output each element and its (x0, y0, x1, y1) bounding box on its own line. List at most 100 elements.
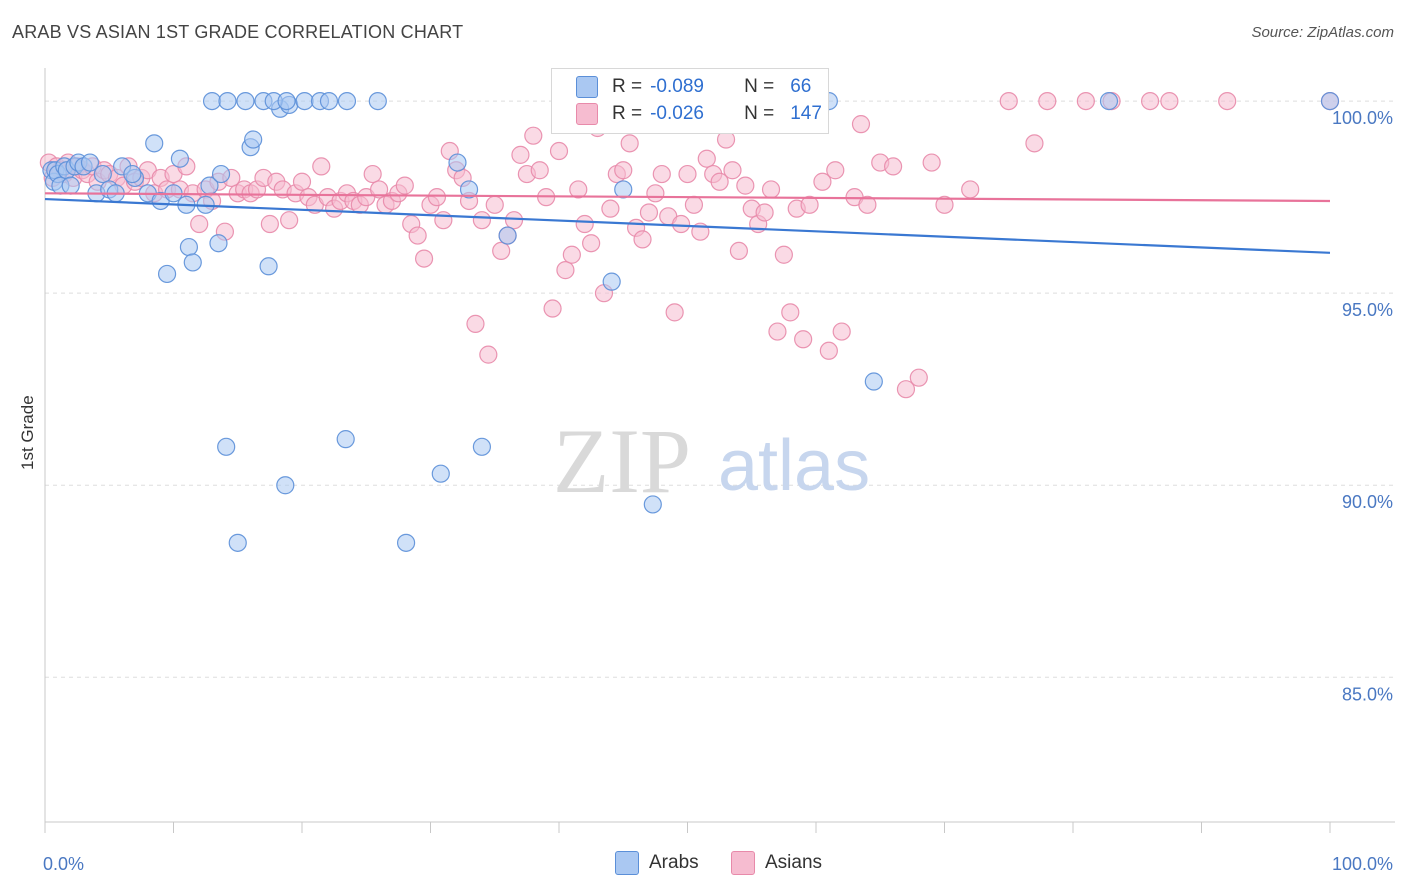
arab-point (259, 257, 278, 276)
asian-point (511, 145, 530, 164)
asian-point (395, 176, 414, 195)
arab-point (218, 91, 237, 111)
asian-point (492, 241, 511, 261)
legend-item-asians: Asians (731, 851, 822, 875)
asian-point (935, 195, 954, 214)
legend-item-arabs: Arabs (615, 851, 699, 875)
legend-row-arabs: R = -0.089 N = 66 (576, 74, 811, 100)
arab-point (217, 437, 236, 456)
asian-point (723, 161, 742, 180)
arab-point (396, 533, 416, 552)
arab-point (602, 272, 621, 291)
asian-point (280, 211, 299, 230)
arab-point (337, 91, 357, 111)
n-value: 147 (790, 103, 822, 124)
asian-point (614, 161, 633, 180)
asian-point (504, 211, 524, 230)
arab-point (123, 164, 142, 184)
arab-point (236, 91, 255, 111)
asian-point (819, 341, 838, 360)
watermark-atlas: atlas (718, 426, 870, 506)
r-label: R = (612, 76, 643, 97)
arab-point (295, 91, 314, 111)
y-tick-label: 90.0% (1342, 492, 1393, 512)
arabs-trend-line (44, 197, 1331, 254)
source-credit: Source: ZipAtlas.com (1251, 24, 1394, 41)
asian-point (312, 157, 331, 176)
asian-point (562, 245, 581, 264)
asian-point (569, 180, 588, 199)
arab-point (209, 234, 228, 253)
watermark: ZIP atlas (553, 410, 870, 512)
arab-point (157, 264, 177, 284)
asian-point (774, 245, 793, 264)
asian-point (761, 180, 781, 199)
asian-point (633, 230, 652, 249)
asian-point (800, 195, 819, 214)
r-label: R = (612, 103, 643, 124)
arab-point (277, 91, 296, 111)
asian-point (652, 164, 671, 184)
asian-point (549, 141, 569, 161)
asian-point (582, 234, 601, 253)
arab-point (211, 164, 231, 184)
n-value: 66 (790, 76, 812, 97)
watermark-zip: ZIP (553, 410, 691, 512)
asian-point (684, 195, 704, 214)
asian-point (1076, 91, 1095, 111)
asian-point (961, 180, 980, 199)
asian-point (530, 161, 549, 180)
asian-point (601, 199, 620, 218)
y-tick-label: 100.0% (1332, 108, 1393, 128)
asian-point (768, 322, 787, 341)
arab-point (459, 180, 479, 199)
asian-point (524, 126, 543, 145)
arab-point (498, 226, 517, 245)
asian-point (414, 249, 434, 268)
asian-point (639, 203, 659, 222)
asian-point (543, 299, 562, 318)
asians-legend-swatch (731, 851, 755, 875)
asian-point (896, 380, 916, 399)
asian-point (260, 214, 279, 234)
asian-point (646, 184, 665, 203)
stats-legend: R = -0.089 N = 66 R = -0.026 N = 147 (551, 68, 829, 134)
asian-point (665, 303, 684, 322)
asians-swatch (576, 103, 598, 125)
asian-point (1038, 91, 1057, 111)
arab-point (643, 495, 662, 514)
arabs-legend-label: Arabs (649, 852, 699, 873)
asian-point (794, 330, 813, 349)
arab-point (202, 91, 222, 111)
x-tick-labels: 0.0% 100.0% (43, 854, 1393, 874)
asian-point (729, 241, 749, 261)
asian-point (556, 261, 575, 280)
asian-point (883, 157, 903, 176)
arab-point (93, 164, 112, 184)
arab-point (431, 464, 450, 483)
asian-point (678, 164, 697, 184)
asian-point (813, 172, 832, 191)
arab-point (276, 476, 295, 495)
asian-point (434, 211, 453, 230)
arab-point (61, 176, 80, 195)
asian-point (1025, 134, 1044, 153)
arabs-swatch (576, 76, 598, 98)
asian-point (479, 345, 498, 364)
chart-title: ARAB VS ASIAN 1ST GRADE CORRELATION CHAR… (12, 22, 464, 42)
asian-point (363, 164, 382, 184)
arab-point (80, 153, 100, 172)
arab-point (614, 180, 633, 199)
arab-point (228, 533, 247, 552)
asian-point (485, 195, 504, 214)
y-tick-label: 95.0% (1342, 300, 1393, 320)
arab-point (179, 237, 199, 257)
arab-point (1099, 91, 1119, 111)
asian-point (736, 176, 755, 195)
y-tick-labels: 85.0% 90.0% 95.0% 100.0% (1332, 108, 1393, 704)
legend-row-asians: R = -0.026 N = 147 (576, 101, 822, 127)
arab-point (864, 372, 883, 391)
asian-point (697, 149, 716, 168)
x-tick-label: 100.0% (1332, 854, 1393, 874)
